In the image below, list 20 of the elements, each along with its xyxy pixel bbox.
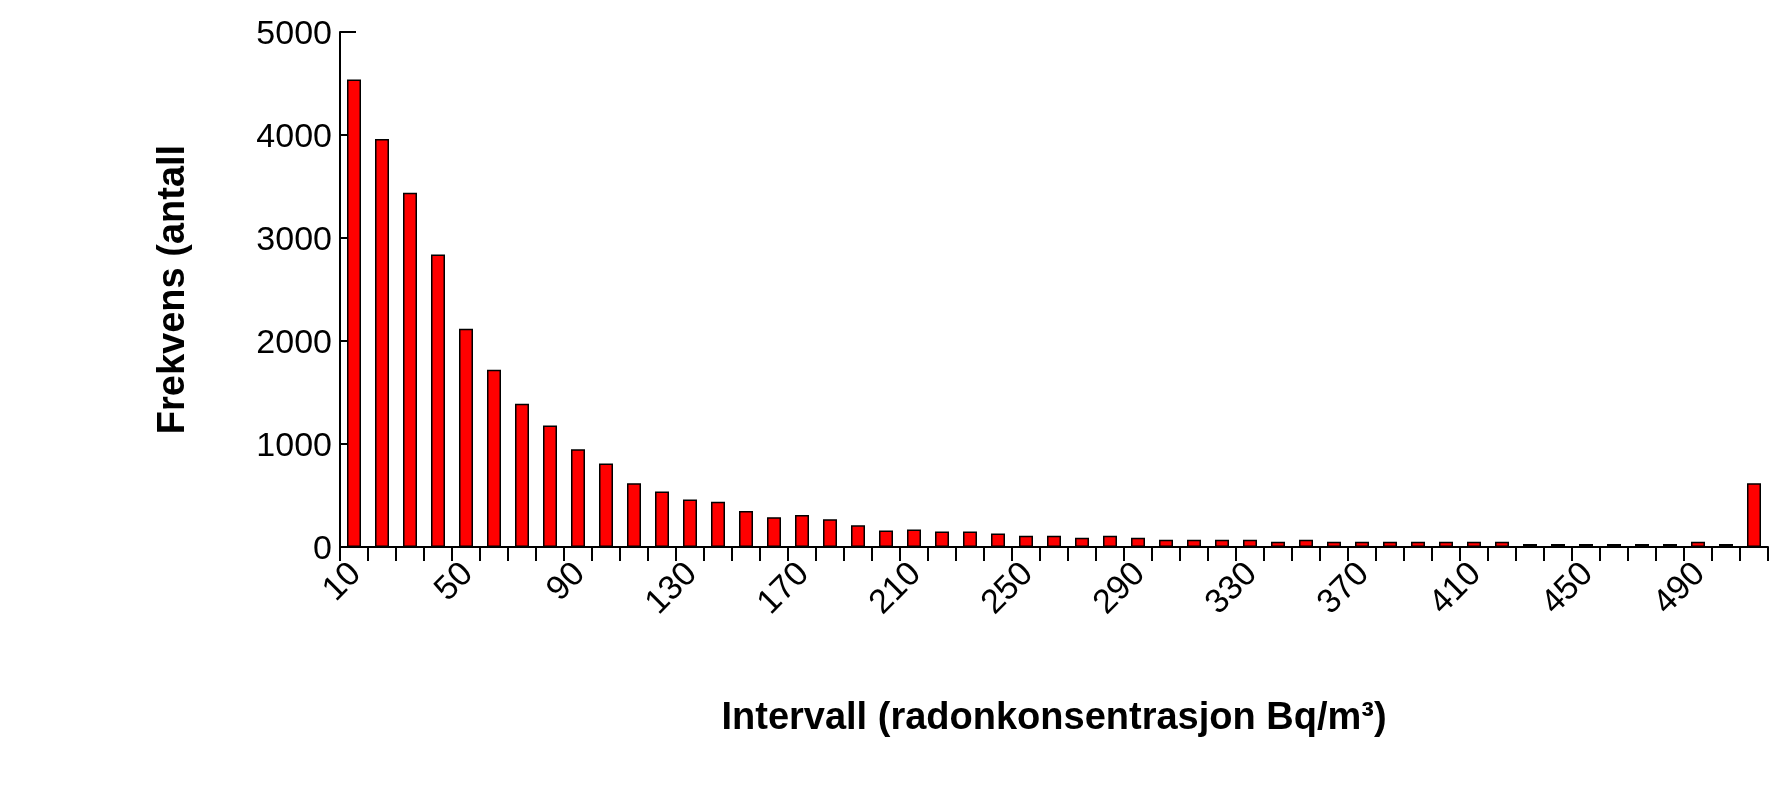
x-tick-label: 370 <box>1308 553 1376 621</box>
x-tick-label: 210 <box>860 553 928 621</box>
x-tick-label: 450 <box>1532 553 1600 621</box>
x-axis-title: Intervall (radonkonsentrasjon Bq/m³) <box>721 695 1387 737</box>
x-tick-label: 290 <box>1084 553 1152 621</box>
y-axis-title: Frekvens (antall <box>150 144 192 435</box>
x-tick-label: 90 <box>537 553 592 608</box>
x-tick-label: 130 <box>636 553 704 621</box>
y-tick-label: 5000 <box>256 13 332 51</box>
x-tick-label: 330 <box>1196 553 1264 621</box>
y-tick-label: 2000 <box>256 322 332 360</box>
x-tick-label: 250 <box>972 553 1040 621</box>
x-tick-label: 410 <box>1420 553 1488 621</box>
x-tick-label: 50 <box>425 553 480 608</box>
x-tick-label: 490 <box>1644 553 1712 621</box>
y-tick-label: 1000 <box>256 425 332 463</box>
y-tick-label: 3000 <box>256 219 332 257</box>
y-tick-label: 0 <box>313 528 332 566</box>
x-tick-label: 170 <box>748 553 816 621</box>
y-tick-label: 4000 <box>256 116 332 154</box>
